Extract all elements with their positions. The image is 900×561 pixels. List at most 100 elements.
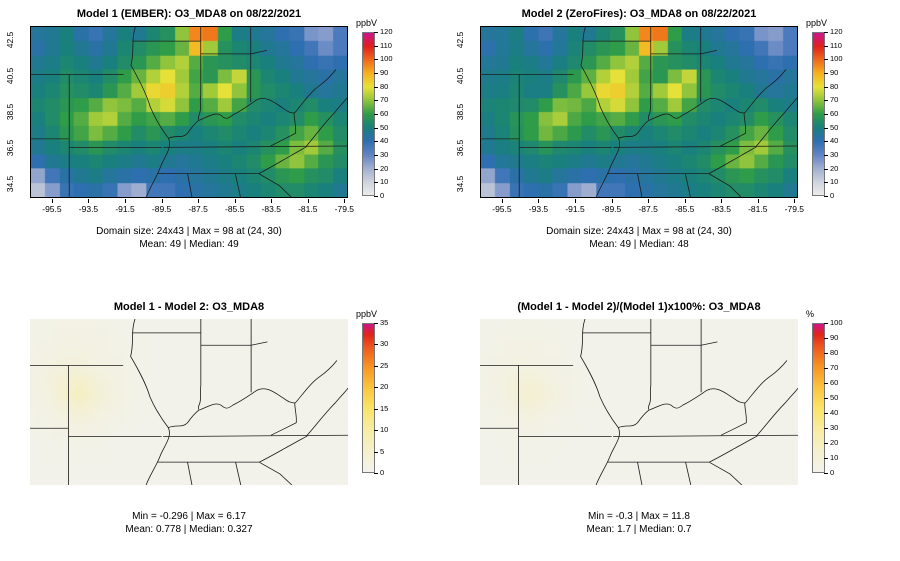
colorbar-tick-label: 15 xyxy=(373,403,389,413)
y-axis-tick-labels: 42.5 40.5 38.5 36.5 34.5 xyxy=(2,26,22,198)
panel-percent-difference: (Model 1 - Model 2)/(Model 1)x100%: O3_M… xyxy=(450,281,900,561)
colorbar-tick-label: 40 xyxy=(823,136,839,146)
colorbar-tick-label: 0 xyxy=(373,191,385,200)
colorbar-tick-label: 20 xyxy=(823,438,839,447)
colorbar-unit-label: ppbV xyxy=(806,18,828,28)
colorbar-tick-label: 5 xyxy=(373,446,385,456)
caption-domain-stats: Domain size: 24x43 | Max = 98 at (24, 30… xyxy=(96,226,282,237)
colorbar-unit-label: ppbV xyxy=(356,18,378,28)
colorbar-tick-label: 120 xyxy=(824,27,843,36)
colorbar-tick-label: 100 xyxy=(374,54,393,64)
panel-model2: Model 2 (ZeroFires): O3_MDA8 on 08/22/20… xyxy=(450,0,900,281)
colorbar-tick-label: 110 xyxy=(824,40,842,50)
colorbar-tick-label: 10 xyxy=(823,177,839,187)
colorbar-tick-label: 40 xyxy=(823,408,839,417)
colorbar-tick-labels: 0 10 20 30 40 50 60 70 80 90 100 xyxy=(823,319,856,477)
colorbar-tick-label: 90 xyxy=(823,333,839,342)
x-tick-label: -83.5 xyxy=(706,199,736,214)
heatmap-model1 xyxy=(30,26,348,198)
x-tick-label: -83.5 xyxy=(256,199,286,214)
colorbar-tick-label: 60 xyxy=(823,378,839,387)
heatmap-canvas xyxy=(30,319,348,485)
colorbar-tick-label: 20 xyxy=(373,382,389,392)
colorbar-tick-label: 20 xyxy=(823,163,839,173)
colorbar-tick-label: 120 xyxy=(374,27,393,36)
colorbar-tick-label: 80 xyxy=(823,348,839,357)
panel-title: Model 1 - Model 2: O3_MDA8 xyxy=(113,301,265,313)
colorbar-tick-label: 90 xyxy=(373,68,389,77)
colorbar-tick-label: 30 xyxy=(373,150,389,159)
colorbar: ppbV 0 10 20 30 40 50 60 70 80 90 100 110 120 xyxy=(356,18,393,200)
colorbar-unit-label: ppbV xyxy=(356,309,378,319)
colorbar-tick-label: 0 xyxy=(373,468,385,477)
y-tick-label: 36.5 xyxy=(5,139,15,157)
y-tick-label: 34.5 xyxy=(5,175,15,192)
colorbar-tick-label: 110 xyxy=(374,40,392,50)
colorbar-tick-labels: 0 10 20 30 40 50 60 70 80 90 100 110 120 xyxy=(373,28,406,200)
y-tick-label: 34.5 xyxy=(455,175,465,192)
y-tick-label: 38.5 xyxy=(455,103,465,121)
heatmap-difference xyxy=(30,319,348,485)
y-tick-label: 42.5 xyxy=(455,32,465,49)
x-tick-label: -87.5 xyxy=(633,199,663,214)
colorbar-tick-label: 70 xyxy=(823,363,839,372)
x-tick-label: -79.5 xyxy=(779,199,809,214)
x-tick-label: -87.5 xyxy=(183,199,213,214)
heatmap-model2 xyxy=(480,26,798,198)
colorbar-gradient xyxy=(362,323,375,473)
colorbar-tick-label: 10 xyxy=(373,425,389,435)
colorbar-tick-label: 80 xyxy=(373,81,389,91)
caption-mean-median: Mean: 1.7 | Median: 0.7 xyxy=(586,524,692,535)
heatmap-percent-difference xyxy=(480,319,798,485)
x-tick-label: -89.5 xyxy=(597,199,627,214)
colorbar-tick-label: 30 xyxy=(823,423,839,432)
colorbar-tick-label: 50 xyxy=(823,393,839,402)
x-tick-label: -89.5 xyxy=(147,199,177,214)
colorbar-tick-label: 0 xyxy=(823,468,835,477)
x-tick-label: -81.5 xyxy=(743,199,773,214)
colorbar: % 0 10 20 30 40 50 60 70 80 90 100 xyxy=(806,309,843,477)
panel-title: Model 1 (EMBER): O3_MDA8 on 08/22/2021 xyxy=(76,8,302,20)
x-tick-label: -85.5 xyxy=(220,199,250,214)
heatmap-canvas xyxy=(31,27,347,197)
colorbar: ppbV 0 10 20 30 40 50 60 70 80 90 100 110 120 xyxy=(806,18,843,200)
x-tick-label: -95.5 xyxy=(487,199,517,214)
x-tick-label: -85.5 xyxy=(670,199,700,214)
caption-mean-median: Mean: 0.778 | Median: 0.327 xyxy=(125,524,253,535)
colorbar-tick-label: 50 xyxy=(373,122,389,132)
colorbar-tick-label: 60 xyxy=(823,109,839,118)
colorbar: ppbV 0 5 10 15 20 25 30 35 xyxy=(356,309,388,477)
colorbar-tick-label: 100 xyxy=(824,54,843,64)
colorbar-tick-label: 90 xyxy=(823,68,839,77)
colorbar-tick-label: 35 xyxy=(373,318,389,327)
x-axis-tick-labels: -95.5 -93.5 -91.5 -89.5 -87.5 -85.5 -83.5 -81.5… xyxy=(30,199,354,214)
colorbar-tick-labels: 0 5 10 15 20 25 30 35 xyxy=(373,319,406,477)
colorbar-tick-labels: 0 10 20 30 40 50 60 70 80 90 100 110 120 xyxy=(823,28,856,200)
panel-title: (Model 1 - Model 2)/(Model 1)x100%: O3_M… xyxy=(517,301,761,313)
colorbar-tick-label: 60 xyxy=(373,109,389,118)
colorbar-tick-label: 0 xyxy=(823,191,835,200)
x-tick-label: -95.5 xyxy=(37,199,67,214)
colorbar-tick-label: 30 xyxy=(373,339,389,349)
heatmap-canvas xyxy=(480,319,798,485)
x-tick-label: -91.5 xyxy=(110,199,140,214)
colorbar-tick-label: 10 xyxy=(373,177,389,187)
panel-title: Model 2 (ZeroFires): O3_MDA8 on 08/22/20… xyxy=(521,8,757,20)
colorbar-tick-label: 100 xyxy=(824,318,843,327)
colorbar-tick-label: 10 xyxy=(823,453,839,462)
caption-min-max: Min = -0.296 | Max = 6.17 xyxy=(132,511,246,522)
x-tick-label: -93.5 xyxy=(73,199,103,214)
colorbar-tick-label: 25 xyxy=(373,360,389,370)
colorbar-tick-label: 20 xyxy=(373,163,389,173)
x-tick-label: -79.5 xyxy=(329,199,359,214)
y-tick-label: 40.5 xyxy=(5,67,15,85)
x-tick-label: -91.5 xyxy=(560,199,590,214)
colorbar-tick-label: 70 xyxy=(373,95,389,105)
y-axis-tick-labels: 42.5 40.5 38.5 36.5 34.5 xyxy=(452,26,472,198)
y-tick-label: 40.5 xyxy=(455,67,465,85)
caption-mean-median: Mean: 49 | Median: 49 xyxy=(139,239,239,250)
heatmap-canvas xyxy=(481,27,797,197)
colorbar-tick-label: 50 xyxy=(823,122,839,132)
caption-domain-stats: Domain size: 24x43 | Max = 98 at (24, 30… xyxy=(546,226,732,237)
